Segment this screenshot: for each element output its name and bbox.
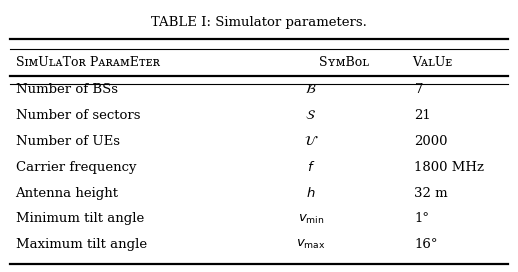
Text: Carrier frequency: Carrier frequency: [16, 161, 136, 174]
Text: $\mathcal{U}$: $\mathcal{U}$: [304, 135, 318, 148]
Text: 32 m: 32 m: [414, 187, 448, 200]
Text: Antenna height: Antenna height: [16, 187, 119, 200]
Text: $f$: $f$: [307, 160, 315, 174]
Text: 1°: 1°: [414, 212, 429, 225]
Text: Number of UEs: Number of UEs: [16, 135, 120, 148]
Text: Minimum tilt angle: Minimum tilt angle: [16, 212, 144, 225]
Text: SɪᴍUʟᴀTᴏʀ PᴀʀᴀᴍEᴛᴇʀ: SɪᴍUʟᴀTᴏʀ PᴀʀᴀᴍEᴛᴇʀ: [16, 56, 160, 69]
Text: SʏᴍBᴏʟ: SʏᴍBᴏʟ: [319, 56, 369, 69]
Text: 16°: 16°: [414, 238, 438, 251]
Text: Number of sectors: Number of sectors: [16, 109, 140, 122]
Text: 2000: 2000: [414, 135, 448, 148]
Text: $\mathcal{B}$: $\mathcal{B}$: [305, 83, 316, 96]
Text: $h$: $h$: [306, 186, 315, 200]
Text: 21: 21: [414, 109, 431, 122]
Text: 1800 MHz: 1800 MHz: [414, 161, 484, 174]
Text: VᴀʟUᴇ: VᴀʟUᴇ: [412, 56, 452, 69]
Text: $v_{\mathrm{max}}$: $v_{\mathrm{max}}$: [296, 238, 326, 251]
Text: $v_{\mathrm{min}}$: $v_{\mathrm{min}}$: [297, 212, 324, 225]
Text: Maximum tilt angle: Maximum tilt angle: [16, 238, 147, 251]
Text: 7: 7: [414, 83, 423, 96]
Text: TABLE I: Simulator parameters.: TABLE I: Simulator parameters.: [151, 16, 367, 29]
Text: Number of BSs: Number of BSs: [16, 83, 118, 96]
Text: $\mathcal{S}$: $\mathcal{S}$: [305, 109, 316, 122]
